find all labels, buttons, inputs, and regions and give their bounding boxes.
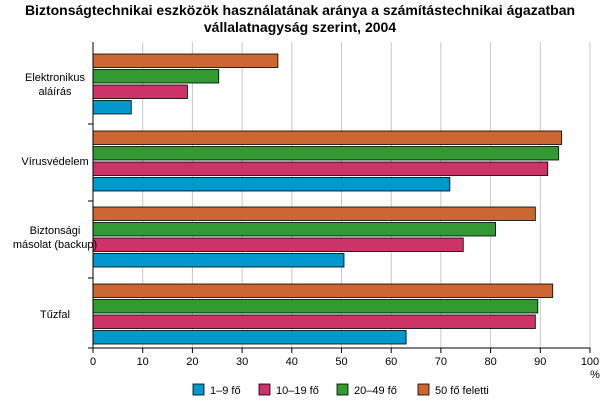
bar bbox=[92, 53, 279, 68]
x-tick-label: 60 bbox=[385, 356, 397, 368]
category-label-line: Elektronikus bbox=[25, 72, 85, 84]
legend-swatch bbox=[417, 383, 430, 396]
category-label-line: Vírusvédelem bbox=[21, 156, 88, 168]
chart-title: Biztonságtechnikai eszközök használatána… bbox=[0, 2, 600, 36]
bar bbox=[92, 314, 536, 329]
bar bbox=[92, 130, 563, 145]
category-label-line: aláírás bbox=[38, 86, 72, 98]
x-tick-label: 100 bbox=[581, 356, 599, 368]
category-label: Tűzfal bbox=[40, 309, 70, 321]
legend-item: 20–49 fő bbox=[336, 383, 397, 397]
legend-item: 1–9 fő bbox=[192, 383, 241, 397]
legend-label: 50 fő feletti bbox=[435, 385, 489, 397]
category-label: Vírusvédelem bbox=[21, 156, 88, 168]
x-tick-label: 20 bbox=[186, 356, 198, 368]
axes bbox=[88, 42, 591, 353]
x-tick-label: 0 bbox=[90, 356, 96, 368]
legend-swatch bbox=[192, 383, 205, 396]
bar bbox=[92, 84, 188, 99]
bar bbox=[92, 177, 451, 192]
bar bbox=[92, 237, 464, 252]
legend-item: 10–19 fő bbox=[258, 383, 319, 397]
x-tick-label: 10 bbox=[137, 356, 149, 368]
category-labels: Elektronikus aláírás Vírusvédelem Biztonság… bbox=[13, 72, 97, 321]
x-tick-labels: 0 10 20 30 40 50 60 70 80 90 100 bbox=[90, 356, 599, 368]
bar bbox=[92, 146, 560, 161]
legend: 1–9 fő 10–19 fő 20–49 fő 50 fő feletti bbox=[192, 383, 489, 397]
legend-swatch bbox=[258, 383, 271, 396]
bar bbox=[92, 206, 536, 221]
legend-label: 20–49 fő bbox=[354, 385, 397, 397]
legend-swatch bbox=[336, 383, 349, 396]
chart-title-line-2: vállalatnagyság szerint, 2004 bbox=[203, 19, 397, 35]
x-tick-label: 90 bbox=[534, 356, 546, 368]
category-label-line: Tűzfal bbox=[40, 309, 70, 321]
category-label-line: másolat (backup) bbox=[13, 239, 97, 251]
legend-label: 1–9 fő bbox=[210, 385, 241, 397]
bar bbox=[92, 330, 407, 345]
legend-label: 10–19 fő bbox=[276, 385, 319, 397]
x-tick-label: 70 bbox=[435, 356, 447, 368]
legend-item: 50 fő feletti bbox=[417, 383, 489, 397]
category-label-line: Biztonsági bbox=[30, 225, 81, 237]
bar bbox=[92, 100, 132, 115]
chart-title-line-1: Biztonságtechnikai eszközök használatána… bbox=[24, 2, 576, 18]
x-axis-unit: % bbox=[590, 369, 600, 381]
bar bbox=[92, 283, 554, 298]
bar bbox=[92, 161, 549, 176]
x-tick-label: 80 bbox=[484, 356, 496, 368]
category-label: Elektronikus aláírás bbox=[25, 72, 85, 98]
x-tick-label: 50 bbox=[335, 356, 347, 368]
x-tick-label: 40 bbox=[286, 356, 298, 368]
bar bbox=[92, 222, 496, 237]
bars bbox=[92, 53, 563, 345]
x-tick-label: 30 bbox=[236, 356, 248, 368]
category-label: Biztonsági másolat (backup) bbox=[13, 225, 97, 251]
bar bbox=[92, 253, 345, 268]
bar bbox=[92, 299, 539, 314]
bar bbox=[92, 69, 220, 84]
